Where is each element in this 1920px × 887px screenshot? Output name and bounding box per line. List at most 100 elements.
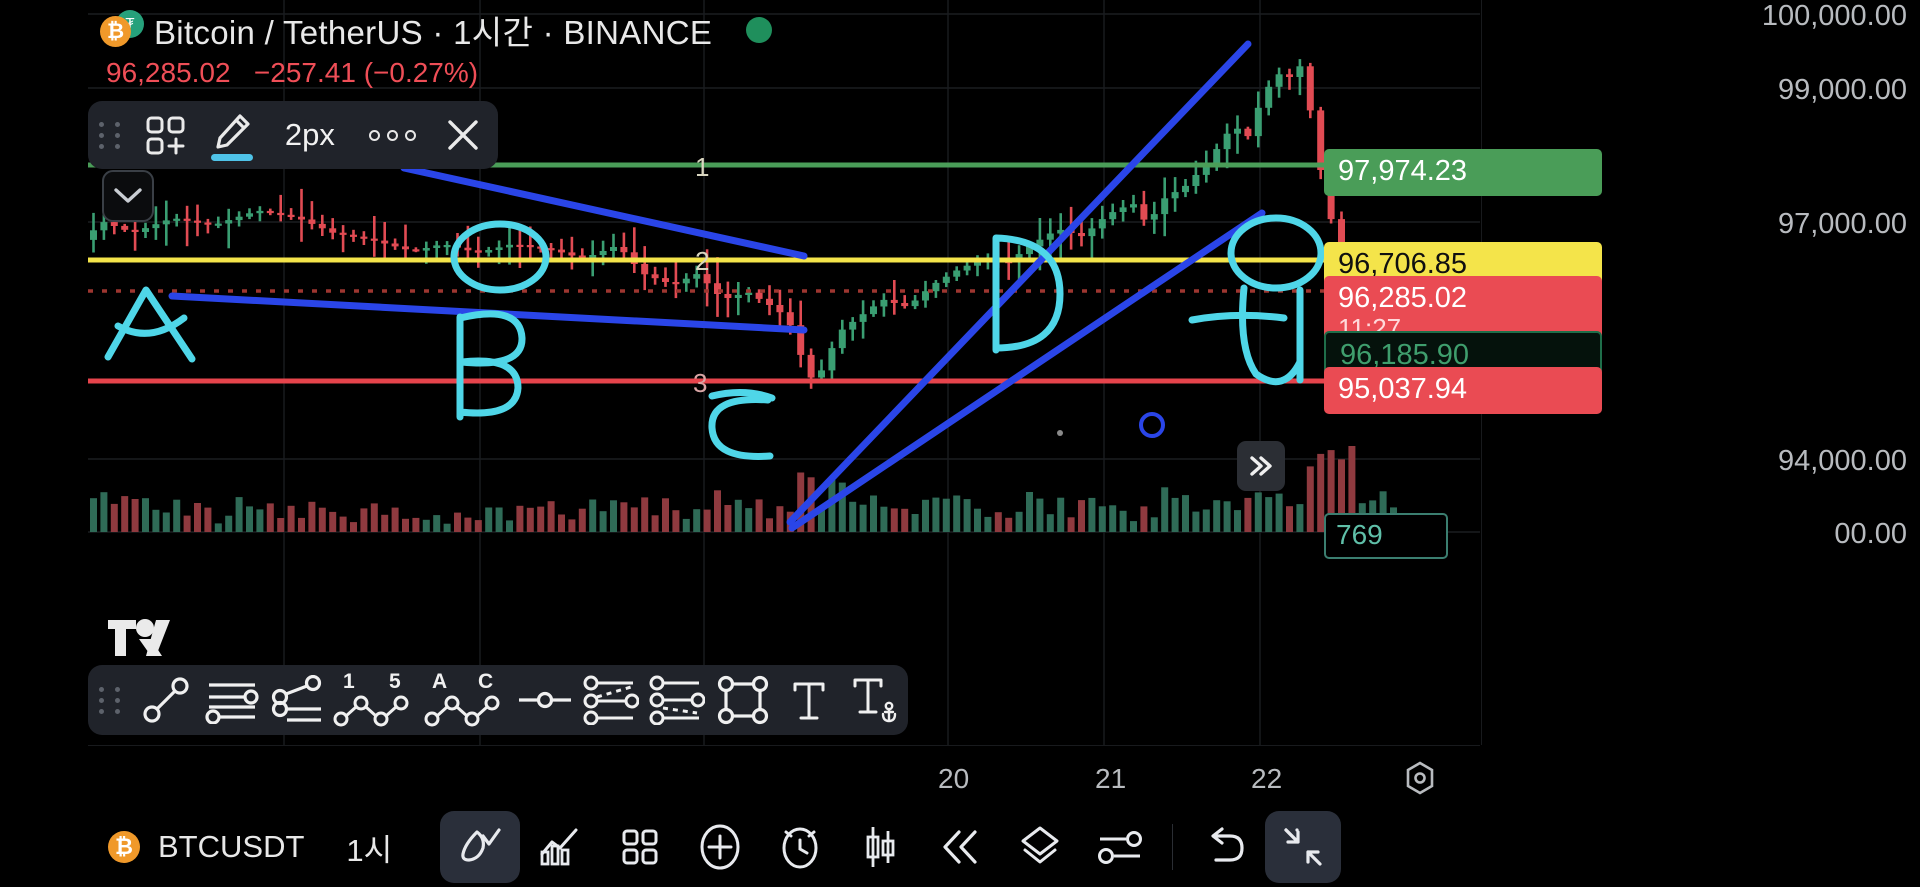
layers-icon — [1021, 826, 1059, 864]
nav-fullscreen-button[interactable] — [1265, 811, 1342, 883]
left-edge-mask — [0, 0, 88, 887]
nav-alerts-button[interactable] — [760, 811, 840, 883]
drawing-tools-toolbar[interactable]: 1 5 A C — [88, 665, 908, 735]
trend-line-icon — [143, 677, 189, 723]
nav-undo-button[interactable] — [1185, 811, 1265, 883]
svg-text:A: A — [432, 671, 447, 693]
plus-circle-icon — [700, 824, 740, 870]
rewind-icon — [943, 830, 977, 864]
tool-abc-pattern[interactable]: A C — [422, 665, 512, 735]
header-last-price: 96,285.02 — [106, 57, 231, 88]
bottom-navigation-bar[interactable]: ₿ BTCUSDT 1시 — [88, 807, 1920, 887]
time-tick: 22 — [1251, 763, 1283, 794]
line-width-button[interactable]: 2px — [284, 117, 335, 152]
time-tick: 21 — [1095, 763, 1127, 794]
svg-text:1: 1 — [343, 671, 355, 693]
tool-text[interactable] — [776, 665, 842, 735]
legend-collapse-button[interactable] — [102, 170, 154, 222]
rectangle-icon — [717, 675, 769, 725]
tool-trend-line[interactable] — [133, 665, 199, 735]
volume-series — [90, 446, 1397, 532]
market-open-indicator — [746, 17, 773, 43]
svg-text:1: 1 — [695, 152, 709, 182]
time-axis[interactable]: 20 21 22 — [88, 745, 1480, 807]
tradingview-logo-icon — [108, 619, 170, 656]
nav-layouts-button[interactable] — [600, 811, 680, 883]
header-change: −257.41 (−0.27%) — [253, 57, 479, 88]
fib-retracement-icon — [583, 675, 640, 725]
chart-settings-button[interactable] — [1402, 760, 1438, 801]
tool-parallel-channel[interactable] — [199, 665, 265, 735]
pencil-icon — [215, 113, 250, 149]
compress-icon — [1284, 828, 1322, 866]
tool-pitchfork[interactable] — [265, 665, 331, 735]
tradingview-logo[interactable] — [106, 617, 180, 664]
svg-text:C: C — [478, 671, 493, 693]
nav-layers-button[interactable] — [1000, 811, 1080, 883]
drag-handle-icon[interactable] — [88, 665, 133, 735]
tool-rectangle[interactable] — [710, 665, 776, 735]
fast-forward-button[interactable] — [1237, 441, 1285, 491]
nav-chart-type-button[interactable] — [840, 811, 920, 883]
more-horizontal-icon — [368, 129, 416, 141]
price-tick: 97,000.00 — [1777, 208, 1907, 240]
draw-pen-icon — [461, 828, 501, 862]
parallel-channel-icon — [205, 683, 259, 724]
chevron-down-icon — [114, 188, 142, 203]
resistance-level-badge[interactable]: 97,974.23 — [1324, 149, 1602, 196]
bitcoin-icon: ₿ — [108, 831, 140, 863]
pitchfork-icon — [272, 675, 322, 722]
nav-symbol-button[interactable]: ₿ BTCUSDT — [108, 829, 304, 865]
fast-forward-icon — [1250, 456, 1272, 476]
price-axis[interactable]: 100,000.00 99,000.00 97,000.00 94,000.00… — [1324, 0, 1920, 745]
freehand-drawings[interactable] — [104, 214, 1325, 460]
sliders-icon — [1098, 831, 1143, 864]
elliott-wave-icon: 1 5 — [333, 671, 409, 727]
price-tick: 99,000.00 — [1777, 74, 1907, 106]
blue-circle-annotation — [1139, 412, 1165, 438]
svg-text:5: 5 — [389, 671, 401, 693]
nav-interval-button[interactable]: 1시 — [346, 832, 393, 868]
tool-anchored-text[interactable] — [842, 665, 908, 735]
symbol-header[interactable]: ₮ ₿ Bitcoin / TetherUS · 1시간 · BINANCE 9… — [100, 6, 773, 89]
grid-plus-icon — [146, 116, 185, 155]
svg-text:3: 3 — [693, 368, 707, 398]
tool-fib-retracement[interactable] — [578, 665, 644, 735]
nav-divider — [1172, 824, 1174, 870]
anchored-text-icon — [853, 678, 897, 723]
alarm-clock-icon — [782, 827, 818, 869]
fib-extension-icon — [649, 675, 706, 725]
price-tick: 94,000.00 — [1777, 445, 1907, 477]
close-toolbar-button[interactable] — [429, 101, 498, 169]
bitcoin-icon: ₿ — [100, 16, 131, 47]
nav-settings-button[interactable] — [1080, 811, 1160, 883]
drawing-style-toolbar[interactable]: 2px — [88, 101, 498, 169]
pencil-tool-button[interactable] — [199, 101, 264, 169]
level-number-labels: 1 2 3 — [693, 152, 709, 398]
chart-settings-icon — [1406, 761, 1434, 795]
drag-handle-icon[interactable] — [88, 121, 134, 149]
nav-indicators-button[interactable] — [520, 811, 600, 883]
nav-drawing-tools-button[interactable] — [440, 811, 521, 883]
tool-horizontal-ray[interactable] — [512, 665, 578, 735]
more-options-button[interactable] — [355, 101, 428, 169]
symbol-coin-icons: ₮ ₿ — [100, 10, 144, 50]
undo-icon — [1211, 827, 1244, 862]
price-tick: 00.00 — [1834, 518, 1907, 550]
dot-annotation — [1057, 430, 1063, 436]
nav-replay-button[interactable] — [920, 811, 1000, 883]
volume-value-badge[interactable]: 769 — [1324, 513, 1448, 559]
color-palette-icon[interactable] — [134, 101, 199, 169]
page-title[interactable]: Bitcoin / TetherUS · 1시간 · BINANCE — [154, 14, 713, 51]
tool-fib-extension[interactable] — [644, 665, 710, 735]
tool-elliott-wave[interactable]: 1 5 — [331, 665, 421, 735]
last-price-value: 96,285.02 — [1338, 282, 1468, 314]
support-level-badge[interactable]: 95,037.94 — [1324, 367, 1602, 414]
grid-layout-icon — [622, 829, 658, 865]
text-icon — [793, 682, 825, 720]
abc-pattern-icon: A C — [424, 671, 500, 727]
price-change-row: 96,285.02 −257.41 (−0.27%) — [100, 57, 772, 89]
nav-add-button[interactable] — [680, 811, 760, 883]
close-icon — [448, 120, 479, 150]
